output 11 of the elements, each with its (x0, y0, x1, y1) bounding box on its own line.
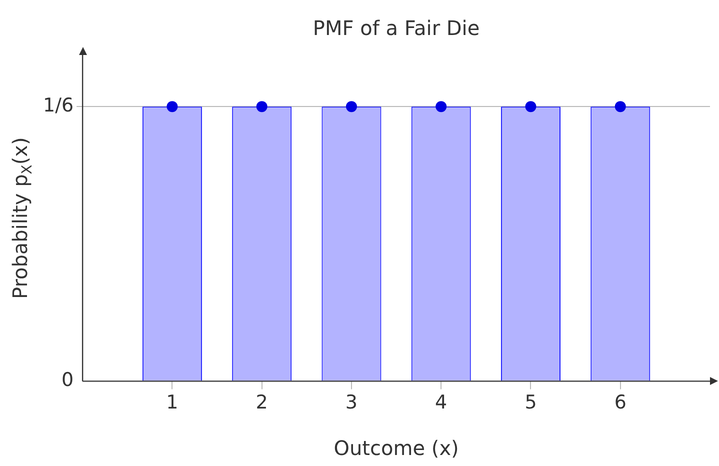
x-tick-label: 2 (256, 392, 268, 414)
y-tick-label: 0 (61, 369, 74, 392)
x-tick-label: 5 (524, 392, 537, 414)
x-tick-label: 4 (435, 392, 448, 414)
x-tick-label: 3 (345, 392, 358, 414)
x-tick-label: 6 (614, 392, 626, 414)
x-axis-title: Outcome (x) (334, 436, 459, 460)
y-tick-label: 1/6 (43, 94, 74, 117)
y-axis-title: Probability pX(x) (8, 137, 36, 300)
x-tick-label: 1 (166, 392, 178, 414)
chart-title: PMF of a Fair Die (312, 16, 480, 40)
